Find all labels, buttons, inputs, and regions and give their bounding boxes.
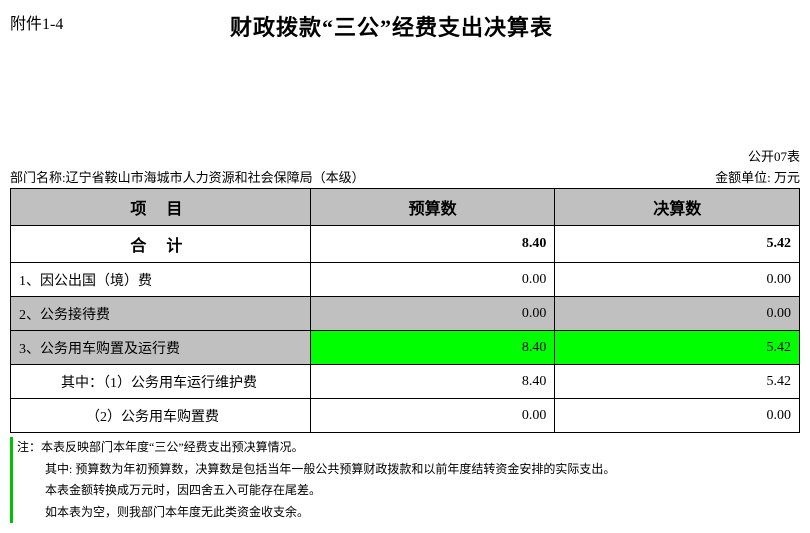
row-budget: 0.00 (310, 263, 555, 297)
amount-unit: 金额单位: 万元 (715, 167, 800, 186)
total-label: 合计 (11, 226, 311, 263)
table-row: 2、公务接待费0.000.00 (11, 297, 800, 331)
row-final: 5.42 (555, 331, 800, 365)
note-line: 本表金额转换成万元时，因四舍五入可能存在尾差。 (17, 480, 800, 502)
notes-block: 注：本表反映部门本年度“三公”经费支出预决算情况。其中: 预算数为年初预算数，决… (10, 437, 800, 523)
note-line: 注：本表反映部门本年度“三公”经费支出预决算情况。 (17, 437, 800, 459)
table-header-row: 项目 预算数 决算数 (11, 189, 800, 226)
form-number: 公开07表 (748, 146, 800, 165)
col-header-final: 决算数 (555, 189, 800, 226)
dept-line: 部门名称:辽宁省鞍山市海城市人力资源和社会保障局（本级） (10, 167, 365, 186)
table-row: 其中：（1）公务用车运行维护费8.405.42 (11, 365, 800, 399)
row-final: 0.00 (555, 263, 800, 297)
row-final: 0.00 (555, 399, 800, 433)
row-budget: 8.40 (310, 365, 555, 399)
table-row: 3、公务用车购置及运行费8.405.42 (11, 331, 800, 365)
row-final: 0.00 (555, 297, 800, 331)
attachment-label: 附件1-4 (10, 10, 230, 34)
dept-label: 部门名称: (10, 170, 66, 185)
row-label: （2）公务用车购置费 (11, 399, 311, 433)
total-row: 合计 8.40 5.42 (11, 226, 800, 263)
col-header-item: 项目 (11, 189, 311, 226)
total-final: 5.42 (555, 226, 800, 263)
note-line: 其中: 预算数为年初预算数，决算数是包括当年一般公共预算财政拨款和以前年度结转资… (17, 459, 800, 481)
row-label: 3、公务用车购置及运行费 (11, 331, 311, 365)
expense-table: 项目 预算数 决算数 合计 8.40 5.42 1、因公出国（境）费0.000.… (10, 188, 800, 433)
table-row: 1、因公出国（境）费0.000.00 (11, 263, 800, 297)
row-label: 1、因公出国（境）费 (11, 263, 311, 297)
col-header-budget: 预算数 (310, 189, 555, 226)
row-label: 2、公务接待费 (11, 297, 311, 331)
row-budget: 0.00 (310, 297, 555, 331)
row-final: 5.42 (555, 365, 800, 399)
dept-name: 辽宁省鞍山市海城市人力资源和社会保障局（本级） (66, 170, 365, 185)
row-budget: 0.00 (310, 399, 555, 433)
row-budget: 8.40 (310, 331, 555, 365)
row-label: 其中：（1）公务用车运行维护费 (11, 365, 311, 399)
note-line: 如本表为空，则我部门本年度无此类资金收支余。 (17, 502, 800, 524)
total-budget: 8.40 (310, 226, 555, 263)
page-title: 财政拨款“三公”经费支出决算表 (230, 10, 553, 42)
table-row: （2）公务用车购置费0.000.00 (11, 399, 800, 433)
